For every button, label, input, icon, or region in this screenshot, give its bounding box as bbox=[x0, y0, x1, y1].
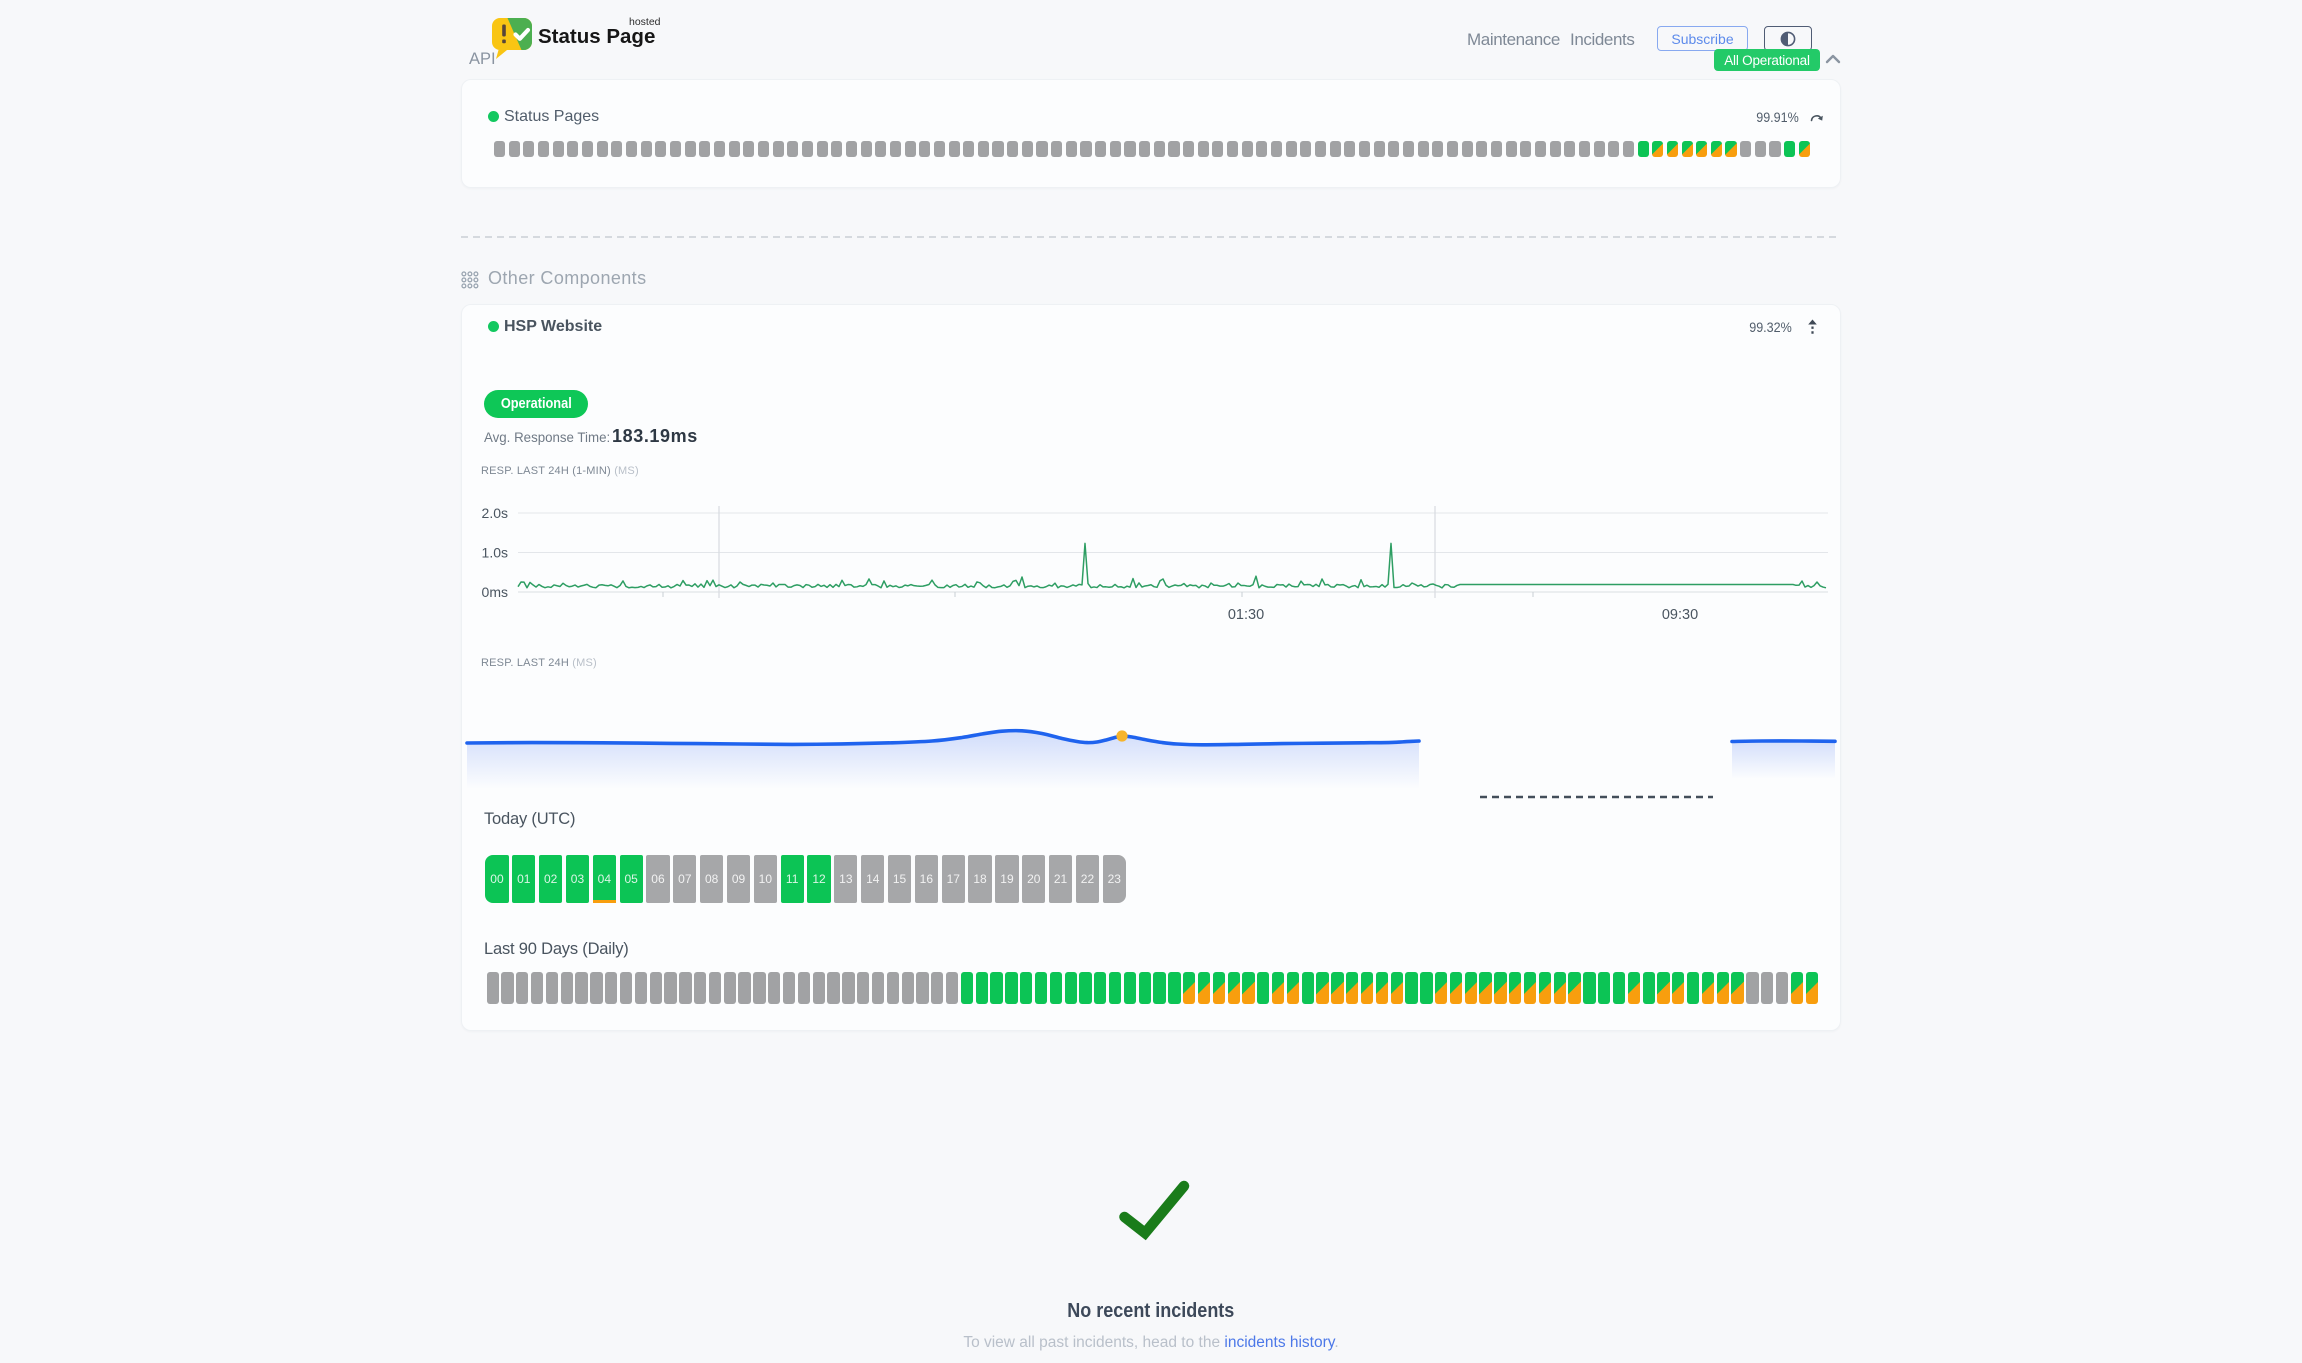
svg-text:2.0s: 2.0s bbox=[482, 505, 508, 521]
svg-text:0ms: 0ms bbox=[482, 584, 508, 600]
svg-text:01:30: 01:30 bbox=[1228, 607, 1264, 623]
svg-text:1.0s: 1.0s bbox=[482, 545, 508, 561]
svg-text:09:30: 09:30 bbox=[1662, 607, 1698, 623]
